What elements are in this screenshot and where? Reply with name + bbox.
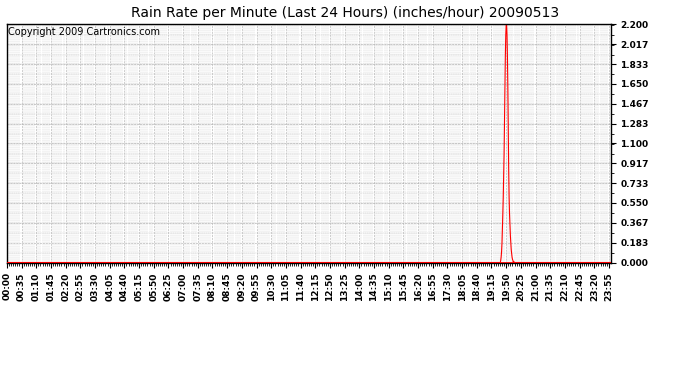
Text: Rain Rate per Minute (Last 24 Hours) (inches/hour) 20090513: Rain Rate per Minute (Last 24 Hours) (in…	[131, 6, 559, 20]
Text: Copyright 2009 Cartronics.com: Copyright 2009 Cartronics.com	[8, 27, 160, 37]
